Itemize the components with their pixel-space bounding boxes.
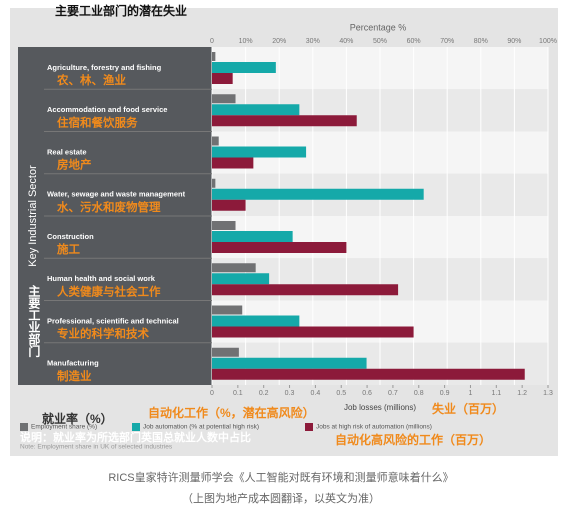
bar [212, 368, 525, 380]
bar [212, 104, 300, 116]
sector-label-zh: 农、林、渔业 [56, 73, 126, 87]
bar [212, 231, 293, 242]
bar [212, 315, 300, 327]
note-zh: 说明：就业率为所选部门英国总就业人数中占比 [20, 430, 251, 444]
x-tick-label: 0 [210, 38, 214, 45]
x2-tick-label: 1.2 [517, 390, 527, 397]
legend-swatch [132, 423, 140, 431]
y-axis-title: Key Industrial Sector [27, 165, 39, 267]
sector-label: Manufacturing [47, 359, 99, 368]
legend-label-zh: 自动化工作（%，潜在高风险） [148, 405, 315, 420]
bar [212, 136, 219, 146]
x2-tick-label: 0.3 [285, 390, 295, 397]
bar [212, 146, 307, 158]
legend-label-zh: 就业率（%） [42, 411, 113, 426]
bar [212, 263, 256, 273]
note: Note: Employment share in UK of selected… [20, 444, 173, 451]
chart-title: 主要工业部门的潜在失业 [55, 3, 187, 18]
x2-tick-label: 0.9 [440, 390, 450, 397]
x2-tick-label: 1.3 [543, 390, 553, 397]
bar [212, 115, 357, 127]
x-tick-label: 50% [373, 38, 387, 45]
sector-label-zh: 人类健康与社会工作 [57, 284, 161, 298]
x2-tick-label: 0.5 [336, 390, 346, 397]
x2-tick-label: 0.4 [311, 390, 321, 397]
bar [212, 357, 367, 369]
bar [212, 305, 243, 315]
bar [212, 178, 216, 188]
source-note: （上图为地产成本圆翻译，以英文为准） [182, 491, 380, 505]
x-tick-label: 30% [306, 38, 320, 45]
sector-label: Human health and social work [47, 274, 156, 283]
bar [212, 73, 233, 84]
legend-swatch [20, 423, 28, 431]
legend-label: Employment share (%) [31, 424, 97, 431]
x2-axis-title: Job losses (millions) [344, 403, 416, 412]
sector-label-zh: 房地产 [57, 158, 92, 172]
x2-tick-label: 0.8 [414, 390, 424, 397]
x-tick-label: 90% [507, 38, 521, 45]
legend-label: Jobs at high risk of automation (million… [316, 424, 432, 431]
bar [212, 188, 424, 200]
bar [212, 199, 246, 211]
x2-tick-label: 0.7 [388, 390, 398, 397]
sector-label: Professional, scientific and technical [47, 316, 179, 325]
bar [212, 157, 254, 169]
x-tick-label: 60% [407, 38, 421, 45]
bar [212, 62, 276, 73]
bar [212, 347, 239, 357]
sector-label: Accommodation and food service [47, 105, 167, 114]
bar [212, 284, 399, 296]
sector-label: Water, sewage and waste management [47, 190, 186, 199]
x-tick-label: 20% [272, 38, 286, 45]
sector-label-zh: 施工 [57, 242, 80, 256]
source: RICS皇家特许测量师学会《人工智能对既有环境和测量师意味着什么》 [108, 470, 453, 484]
legend-label: Job automation (% at potential high risk… [143, 424, 259, 431]
x2-tick-label: 0.6 [362, 390, 372, 397]
x2-tick-label: 0.2 [259, 390, 269, 397]
sector-label: Real estate [47, 147, 87, 156]
sector-label-zh: 制造业 [57, 369, 92, 383]
x2-tick-label: 1.1 [491, 390, 501, 397]
x2-tick-label: 0.1 [233, 390, 243, 397]
y-axis-title-zh: 主要工业部门 [27, 284, 41, 358]
x-tick-label: 40% [339, 38, 353, 45]
legend-swatch [305, 423, 313, 431]
sector-label-zh: 专业的科学和技术 [57, 327, 149, 341]
x2-tick-label: 1 [469, 390, 473, 397]
bar [212, 94, 236, 104]
x2-tick-label: 0 [210, 390, 214, 397]
bar [212, 326, 414, 338]
x-tick-label: 70% [440, 38, 454, 45]
legend-label-zh: 自动化高风险的工作（百万） [335, 432, 491, 447]
bar [212, 242, 347, 253]
sector-label: Construction [47, 232, 94, 241]
x-tick-label: 10% [239, 38, 253, 45]
sector-label-zh: 水、污水和废物管理 [57, 200, 161, 214]
x-tick-label: 80% [474, 38, 488, 45]
x-tick-label: 100% [539, 38, 557, 45]
sector-label: Agriculture, forestry and fishing [47, 63, 162, 72]
bar [212, 221, 236, 230]
bar [212, 273, 270, 285]
x2-axis-title-zh: 失业（百万） [432, 401, 504, 416]
bar [212, 52, 216, 61]
sector-label-zh: 住宿和餐饮服务 [57, 115, 138, 129]
x-axis-title: Percentage % [350, 22, 407, 32]
